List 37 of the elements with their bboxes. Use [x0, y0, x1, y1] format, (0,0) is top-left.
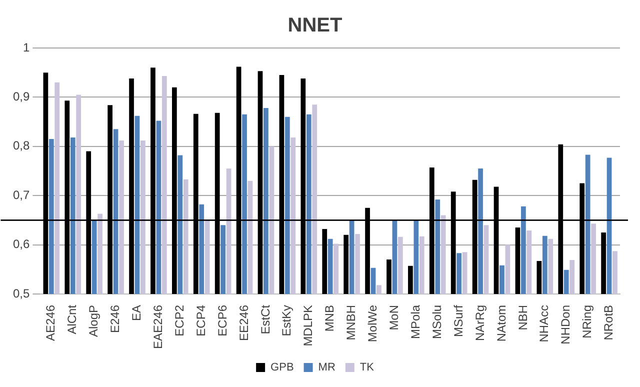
x-tick-label: MolWe [366, 304, 380, 342]
x-tick-label: EstKy [280, 304, 294, 336]
x-tick-label: NRotB [602, 304, 616, 340]
x-tick-label: AlCnt [65, 304, 80, 334]
x-tick-label: EE246 [236, 304, 251, 341]
x-tick-label: MNB [322, 304, 337, 332]
x-tick-label: MDLPK [301, 304, 316, 346]
y-tick-label: 0,8 [12, 138, 30, 153]
x-tick-label: ECP6 [215, 304, 230, 336]
x-tick-label: ECP4 [194, 304, 208, 336]
x-tick-label: NHAcc [537, 304, 552, 342]
legend-label: TK [360, 362, 375, 374]
x-tick-label: NHDon [558, 304, 573, 344]
y-tick-label: 0,9 [12, 90, 30, 104]
y-tick-label: 0,5 [12, 286, 30, 300]
x-tick-label: MoN [387, 304, 402, 330]
x-tick-label: MSurf [451, 304, 466, 337]
x-tick-label: EA [130, 304, 144, 321]
x-tick-label: MNBH [344, 304, 358, 340]
x-tick-label: NArRg [472, 304, 487, 341]
x-tick-label: EstCt [258, 304, 272, 334]
x-tick-label: ECP2 [172, 304, 186, 336]
x-tick-label: EAE246 [151, 304, 166, 350]
x-tick-label: NBH [516, 304, 530, 330]
x-tick-label: AE246 [44, 304, 58, 341]
legend-label: MR [318, 362, 336, 374]
x-tick-label: NAtom [494, 304, 508, 342]
x-tick-label: MPola [408, 304, 422, 339]
chart-title: NNET [288, 14, 342, 37]
legend-label: GPB [270, 362, 294, 374]
x-tick-label: AlogP [86, 304, 101, 337]
x-tick-label: NRing [580, 304, 594, 338]
x-tick-label: E246 [108, 304, 122, 333]
y-tick-label: 1 [22, 40, 30, 54]
x-tick-label: MSolu [430, 304, 444, 339]
y-tick-label: 0,7 [12, 188, 30, 202]
y-tick-label: 0,6 [12, 237, 30, 252]
